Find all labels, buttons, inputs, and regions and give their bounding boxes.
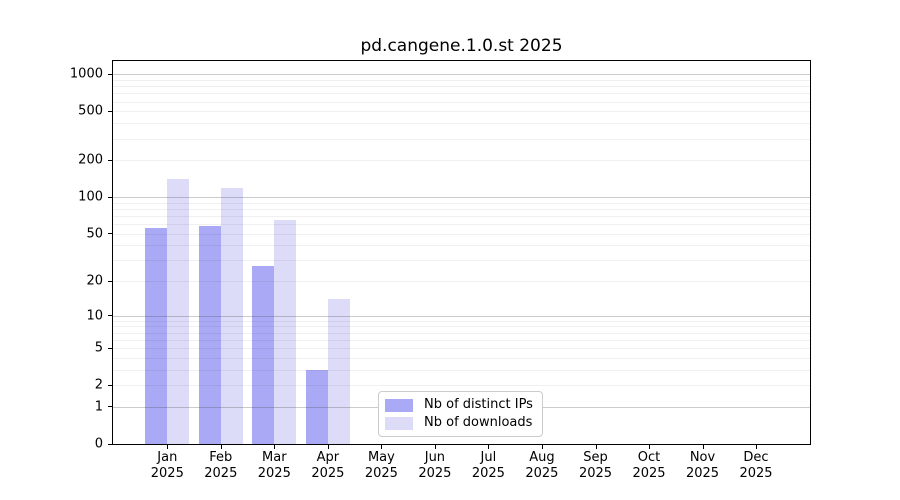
gridline-minor: [113, 138, 810, 140]
gridline-minor: [113, 80, 810, 81]
gridline-minor: [113, 233, 810, 235]
bar-feb-downloads: [220, 188, 243, 444]
legend-swatch-distinct-ips: [385, 398, 413, 412]
y-tick-label-200: 200: [78, 152, 103, 168]
x-tick-label-aug: Aug 2025: [525, 450, 559, 481]
gridline-minor: [113, 111, 810, 113]
x-tick-nov: [702, 445, 704, 449]
y-tick-2: [108, 384, 112, 386]
gridline-minor: [113, 385, 810, 387]
y-tick-500: [108, 110, 112, 112]
gridline-minor: [113, 339, 810, 341]
x-tick-label-may: May 2025: [364, 450, 398, 481]
gridline-minor: [113, 245, 810, 247]
legend-item-distinct-ips: Nb of distinct IPs: [385, 397, 534, 413]
y-tick-label-50: 50: [86, 226, 103, 242]
gridline-major: [113, 74, 810, 76]
x-tick-label-jan: Jan 2025: [150, 450, 184, 481]
gridline-minor: [113, 93, 810, 95]
gridline-minor: [113, 281, 810, 283]
y-tick-20: [108, 280, 112, 282]
gridline-minor: [113, 86, 810, 88]
gridline-minor: [113, 215, 810, 217]
legend-item-downloads: Nb of downloads: [385, 415, 534, 431]
x-tick-label-nov: Nov 2025: [685, 450, 720, 481]
y-tick-100: [108, 196, 112, 198]
y-tick-label-1000: 1000: [69, 66, 103, 82]
bar-apr-distinct-ips: [305, 369, 328, 444]
x-tick-label-mar: Mar 2025: [257, 450, 291, 481]
x-tick-label-jul: Jul 2025: [471, 450, 505, 481]
x-tick-label-sep: Sep 2025: [578, 450, 613, 481]
plot-area: [112, 60, 811, 445]
x-tick-jun: [434, 445, 436, 449]
x-tick-feb: [220, 445, 222, 449]
y-tick-50: [108, 233, 112, 235]
bar-jan-downloads: [167, 179, 190, 444]
bar-feb-distinct-ips: [198, 225, 221, 444]
y-tick-label-5: 5: [94, 340, 103, 356]
y-tick-1000: [108, 73, 112, 75]
bar-mar-distinct-ips: [252, 265, 275, 444]
gridline-minor: [113, 260, 810, 262]
chart-title: pd.cangene.1.0.st 2025: [360, 36, 563, 56]
y-tick-label-10: 10: [86, 308, 103, 324]
x-tick-label-feb: Feb 2025: [204, 450, 238, 481]
y-tick-1: [108, 406, 112, 408]
gridline-major: [113, 197, 810, 199]
y-tick-label-0: 0: [94, 436, 103, 452]
x-tick-label-apr: Apr 2025: [311, 450, 345, 481]
gridline-minor: [113, 320, 810, 322]
gridline-minor: [113, 332, 810, 334]
y-tick-10: [108, 315, 112, 317]
gridline-major: [113, 315, 810, 317]
gridline-minor: [113, 224, 810, 225]
legend: Nb of distinct IPs Nb of downloads: [378, 391, 543, 437]
x-tick-jan: [167, 445, 169, 449]
bar-mar-downloads: [274, 219, 297, 444]
gridline-minor: [113, 357, 810, 359]
y-tick-label-500: 500: [78, 103, 103, 119]
y-tick-label-100: 100: [78, 189, 103, 205]
y-tick-5: [108, 347, 112, 349]
y-tick-label-1: 1: [94, 399, 103, 415]
gridline-minor: [113, 160, 810, 162]
gridline-minor: [113, 326, 810, 328]
x-tick-mar: [274, 445, 276, 449]
y-tick-label-2: 2: [94, 377, 103, 393]
gridline-minor: [113, 202, 810, 204]
y-tick-0: [108, 443, 112, 445]
x-tick-oct: [649, 445, 650, 449]
bar-jan-distinct-ips: [145, 227, 168, 444]
x-tick-dec: [756, 445, 757, 449]
gridline-minor: [113, 123, 810, 125]
gridline-minor: [113, 208, 810, 210]
x-tick-jul: [488, 445, 490, 449]
gridline-minor: [113, 369, 810, 371]
y-tick-label-20: 20: [86, 273, 103, 289]
x-tick-aug: [541, 445, 543, 449]
x-tick-label-oct: Oct 2025: [632, 450, 666, 481]
gridline-minor: [113, 101, 810, 103]
x-tick-label-jun: Jun 2025: [418, 450, 452, 481]
legend-swatch-downloads: [385, 416, 413, 430]
legend-label-downloads: Nb of downloads: [424, 415, 533, 430]
x-tick-label-dec: Dec 2025: [739, 450, 773, 481]
bar-apr-downloads: [327, 299, 350, 444]
x-tick-may: [381, 445, 383, 449]
legend-label-distinct-ips: Nb of distinct IPs: [424, 397, 533, 412]
gridline-minor: [113, 348, 810, 350]
y-tick-200: [108, 159, 112, 161]
x-tick-sep: [595, 445, 597, 449]
x-tick-apr: [327, 445, 329, 449]
